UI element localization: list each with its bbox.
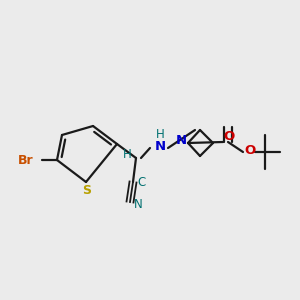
Text: S: S: [82, 184, 91, 196]
Text: H: H: [156, 128, 164, 140]
Text: O: O: [244, 143, 256, 157]
Text: O: O: [224, 130, 235, 142]
Text: H: H: [123, 148, 131, 160]
Text: N: N: [154, 140, 166, 152]
Text: N: N: [176, 134, 187, 148]
Text: C: C: [138, 176, 146, 188]
Text: Br: Br: [18, 154, 34, 166]
Text: N: N: [134, 197, 142, 211]
